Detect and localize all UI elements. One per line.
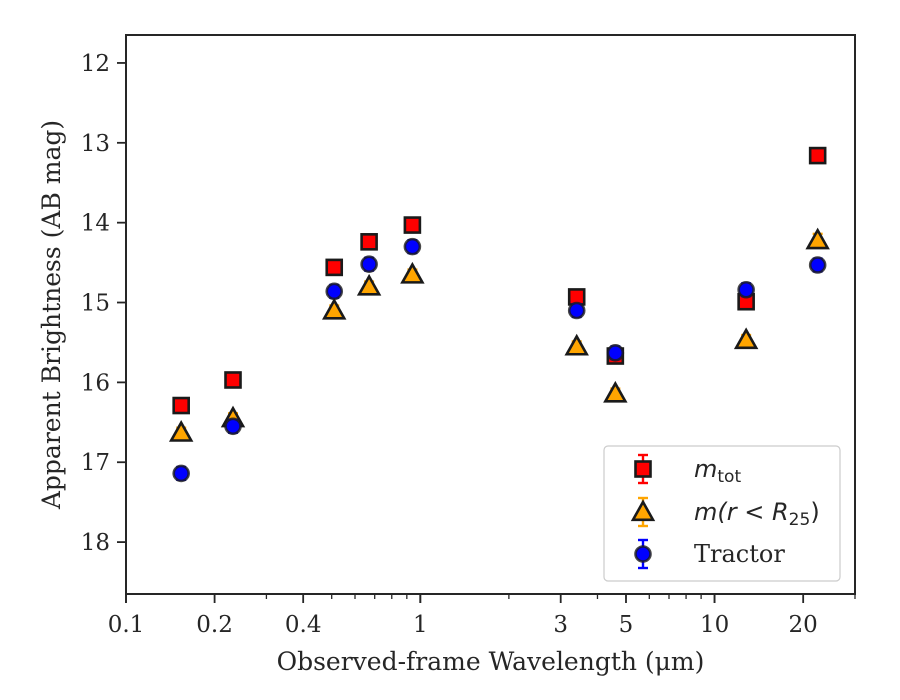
marker-mtot [325, 258, 344, 277]
legend-label-mtot: mtot [694, 455, 741, 487]
legend-marker-tractor [634, 538, 652, 570]
legend-label-tractor: Tractor [694, 540, 785, 568]
x-tick-label: 20 [789, 612, 818, 638]
data-point-tractor [808, 256, 827, 274]
y-tick-label: 16 [81, 370, 110, 396]
data-point-tractor [325, 282, 344, 301]
y-tick-label: 12 [81, 51, 110, 77]
data-point-mtot [224, 371, 242, 389]
legend-symbol-tractor [634, 545, 652, 563]
y-axis-label: Apparent Brightness (AB mag) [37, 120, 66, 510]
data-point-mr25 [322, 297, 347, 320]
data-point-tractor [606, 344, 625, 362]
y-tick-label: 15 [81, 291, 110, 317]
legend-item-mtot: mtot [634, 453, 741, 487]
marker-mr25 [356, 273, 382, 296]
marker-tractor [325, 282, 344, 301]
marker-mr25 [564, 333, 589, 356]
y-tick-label: 18 [81, 530, 110, 556]
x-tick-label: 3 [553, 612, 568, 638]
x-axis: 0.1 0.2 0.4 1 3 5 10 20 [108, 594, 856, 638]
marker-mr25 [400, 261, 425, 284]
marker-mr25 [805, 227, 830, 250]
marker-tractor [606, 344, 625, 362]
x-tick-label: 5 [619, 612, 634, 638]
x-tick-label: 0.1 [108, 612, 145, 638]
series-mtot [172, 146, 827, 415]
data-point-mr25 [356, 273, 382, 296]
series-mr25 [168, 227, 830, 442]
data-point-mr25 [733, 327, 759, 350]
x-tick-label: 0.2 [196, 612, 233, 638]
y-axis: 12 13 14 15 16 17 18 [81, 51, 126, 556]
plot-frame [125, 34, 856, 595]
x-tick-label: 10 [700, 612, 729, 638]
marker-mtot [403, 216, 422, 234]
data-point-mr25 [168, 420, 194, 442]
marker-mr25 [603, 380, 628, 403]
data-point-mtot [360, 233, 378, 251]
legend-symbol-mtot [634, 460, 652, 478]
y-tick-label: 17 [81, 450, 110, 476]
data-point-mtot [403, 216, 422, 234]
legend: mtot m(r < R25) Tractor [603, 445, 841, 582]
marker-tractor [808, 256, 827, 274]
series-tractor [172, 237, 827, 483]
data-point-mtot [172, 396, 190, 415]
data-point-mr25 [400, 261, 425, 284]
legend-label-mr25: m(r < R25) [694, 498, 820, 530]
marker-tractor [172, 464, 190, 483]
y-tick-label: 14 [81, 211, 110, 237]
x-tick-label: 0.4 [285, 612, 322, 638]
y-tick-label: 13 [81, 131, 110, 157]
data-point-mr25 [603, 380, 628, 403]
marker-mr25 [168, 420, 194, 442]
data-point-tractor [737, 280, 755, 299]
marker-mtot [360, 233, 378, 251]
legend-box [603, 445, 841, 582]
plot-marks [168, 146, 830, 483]
data-point-tractor [224, 417, 242, 436]
marker-tractor [403, 237, 422, 256]
marker-tractor [567, 301, 586, 320]
marker-mtot [808, 146, 827, 165]
x-tick-label: 1 [413, 612, 428, 638]
data-point-mr25 [805, 227, 830, 250]
legend-item-mr25: m(r < R25) [630, 496, 820, 530]
data-point-tractor [567, 301, 586, 320]
marker-tractor [737, 280, 755, 299]
marker-mr25 [733, 327, 759, 350]
legend-symbol-mr25 [630, 499, 656, 522]
legend-item-tractor: Tractor [634, 538, 785, 570]
marker-mtot [172, 396, 190, 415]
data-point-tractor [360, 255, 378, 273]
x-axis-label: Observed-frame Wavelength (μm) [277, 647, 705, 676]
marker-mr25 [322, 297, 347, 320]
legend-marker-mtot [634, 453, 652, 485]
marker-tractor [224, 417, 242, 436]
legend-marker-mr25 [630, 496, 656, 528]
data-point-mtot [325, 258, 344, 277]
data-point-tractor [172, 464, 190, 483]
data-point-mtot [808, 146, 827, 165]
marker-mtot [224, 371, 242, 389]
marker-tractor [360, 255, 378, 273]
data-point-mr25 [564, 333, 589, 356]
data-point-tractor [403, 237, 422, 256]
